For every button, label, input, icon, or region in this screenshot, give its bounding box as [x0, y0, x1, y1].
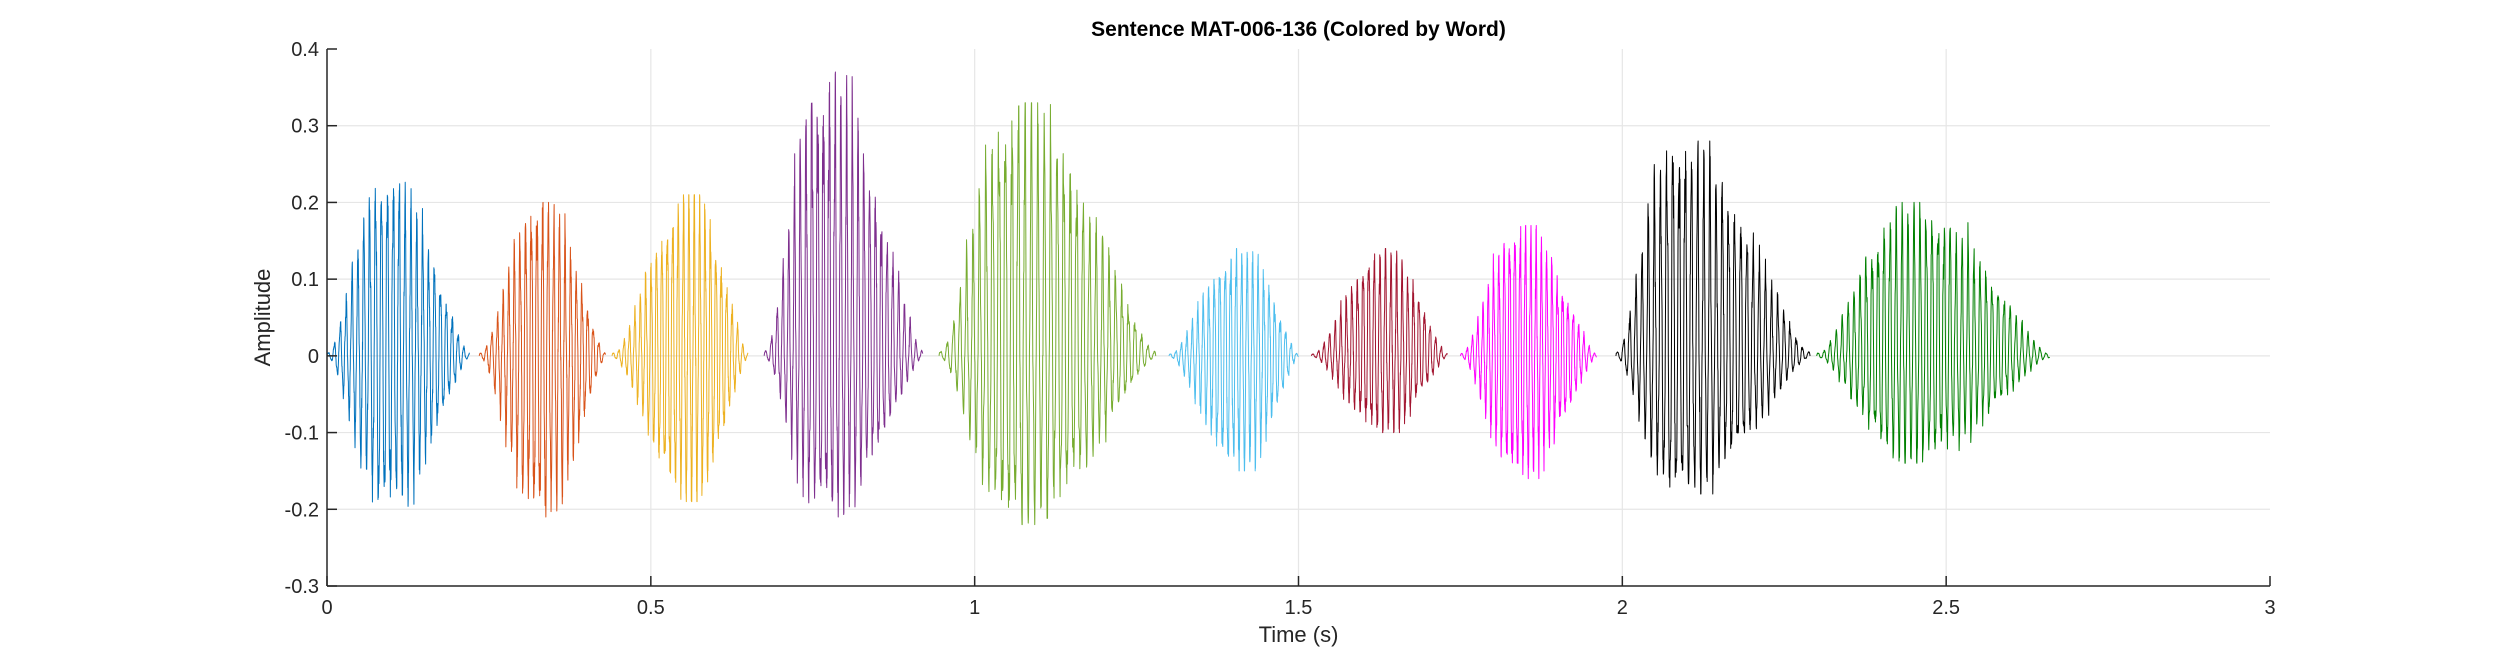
- word-waveform-6: [1168, 247, 1299, 472]
- x-axis-label: Time (s): [1259, 622, 1339, 647]
- word-waveform-10: [1816, 201, 2051, 464]
- y-tick-label: 0.3: [291, 116, 319, 138]
- x-tick-label: 1: [969, 597, 980, 619]
- word-waveform-5: [938, 102, 1157, 526]
- y-tick-label: -0.3: [285, 576, 319, 598]
- y-tick-label: 0.4: [291, 39, 319, 61]
- y-tick-label: -0.1: [285, 423, 319, 445]
- y-tick-label: 0.2: [291, 192, 319, 214]
- x-tick-label: 2: [1617, 597, 1628, 619]
- x-tick-label: 2.5: [1932, 597, 1960, 619]
- y-axis-label: Amplitude: [250, 269, 275, 367]
- word-waveform-2: [478, 201, 606, 518]
- word-waveform-1: [326, 181, 470, 507]
- y-tick-label: 0.1: [291, 269, 319, 291]
- y-tick-label: -0.2: [285, 499, 319, 521]
- word-waveform-9: [1615, 140, 1811, 495]
- word-waveform-8: [1459, 224, 1597, 480]
- tick-labels: 0 0.5 1 1.5 2 2.5 3 -0.3 -0.2 -0.1 0 0.1 0.2 0.3 0.4: [285, 39, 2276, 619]
- axes: [326, 48, 2271, 587]
- x-tick-label: 0.5: [637, 597, 665, 619]
- grid-lines: [327, 49, 2270, 586]
- word-waveform-4: [763, 71, 924, 518]
- x-tick-label: 1.5: [1285, 597, 1313, 619]
- word-waveform-3: [611, 194, 749, 503]
- chart-title: Sentence MAT-006-136 (Colored by Word): [1091, 18, 1506, 41]
- y-tick-label: 0: [308, 346, 319, 368]
- word-waveform-7: [1310, 247, 1448, 434]
- x-tick-label: 3: [2264, 597, 2275, 619]
- series-group: [326, 71, 2051, 526]
- x-tick-label: 0: [321, 597, 332, 619]
